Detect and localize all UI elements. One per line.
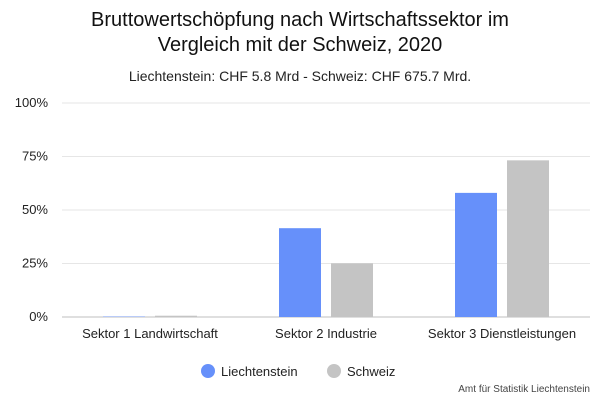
- legend-marker-schweiz: [327, 364, 341, 378]
- y-tick-label: 0%: [29, 309, 48, 324]
- y-tick-label: 25%: [22, 256, 48, 271]
- bar-liechtenstein-2: [279, 228, 321, 317]
- bar-liechtenstein-3: [455, 192, 497, 317]
- legend-marker-liechtenstein: [201, 364, 215, 378]
- bar-schweiz-2: [331, 263, 373, 317]
- x-category-label: Sektor 2 Industrie: [275, 326, 377, 341]
- chart-subtitle: Liechtenstein: CHF 5.8 Mrd - Schweiz: CH…: [128, 68, 472, 84]
- chart-title-line-2: Vergleich mit der Schweiz, 2020: [157, 34, 443, 56]
- chart-title-line-1: Bruttowertschöpfung nach Wirtschaftssekt…: [91, 9, 509, 31]
- bar-schweiz-1: [155, 315, 197, 317]
- source-credit: Amt für Statistik Liechtenstein: [458, 384, 590, 395]
- y-tick-label: 50%: [22, 202, 48, 217]
- y-tick-label: 75%: [22, 149, 48, 164]
- chart-title: Bruttowertschöpfung nach Wirtschaftssekt…: [0, 8, 600, 58]
- x-category-label: Sektor 3 Dienstleistungen: [428, 326, 576, 341]
- y-tick-label: 100%: [15, 95, 49, 110]
- x-category-label: Sektor 1 Landwirtschaft: [82, 326, 218, 341]
- bar-schweiz-3: [507, 160, 549, 317]
- legend-label-schweiz: Schweiz: [347, 364, 395, 379]
- legend-label-liechtenstein: Liechtenstein: [221, 364, 298, 379]
